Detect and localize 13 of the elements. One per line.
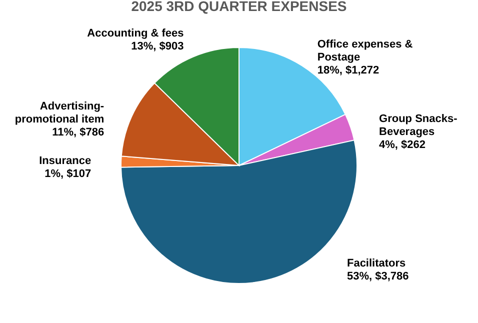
data-label: 4%, $262 [379,138,426,151]
slice-label: Accounting & fees [87,28,184,40]
slice-label: Facilitators [346,258,406,270]
slice-label: Group Snacks-Beverages [379,112,458,138]
slice-label: Office expenses & Postage [317,38,413,64]
data-label: 13%, $903 [131,40,184,53]
data-label: 1%, $107 [44,168,92,180]
data-label: 18%, $1,272 [317,64,380,76]
slice-label: Insurance [39,154,92,167]
chart-title: 2025 3RD QUARTER EXPENSES [131,0,347,14]
data-label: 53%, $3,786 [346,270,409,282]
slice-label: Advertising-promotional item [14,100,104,126]
data-label: 11%, $786 [52,126,104,138]
